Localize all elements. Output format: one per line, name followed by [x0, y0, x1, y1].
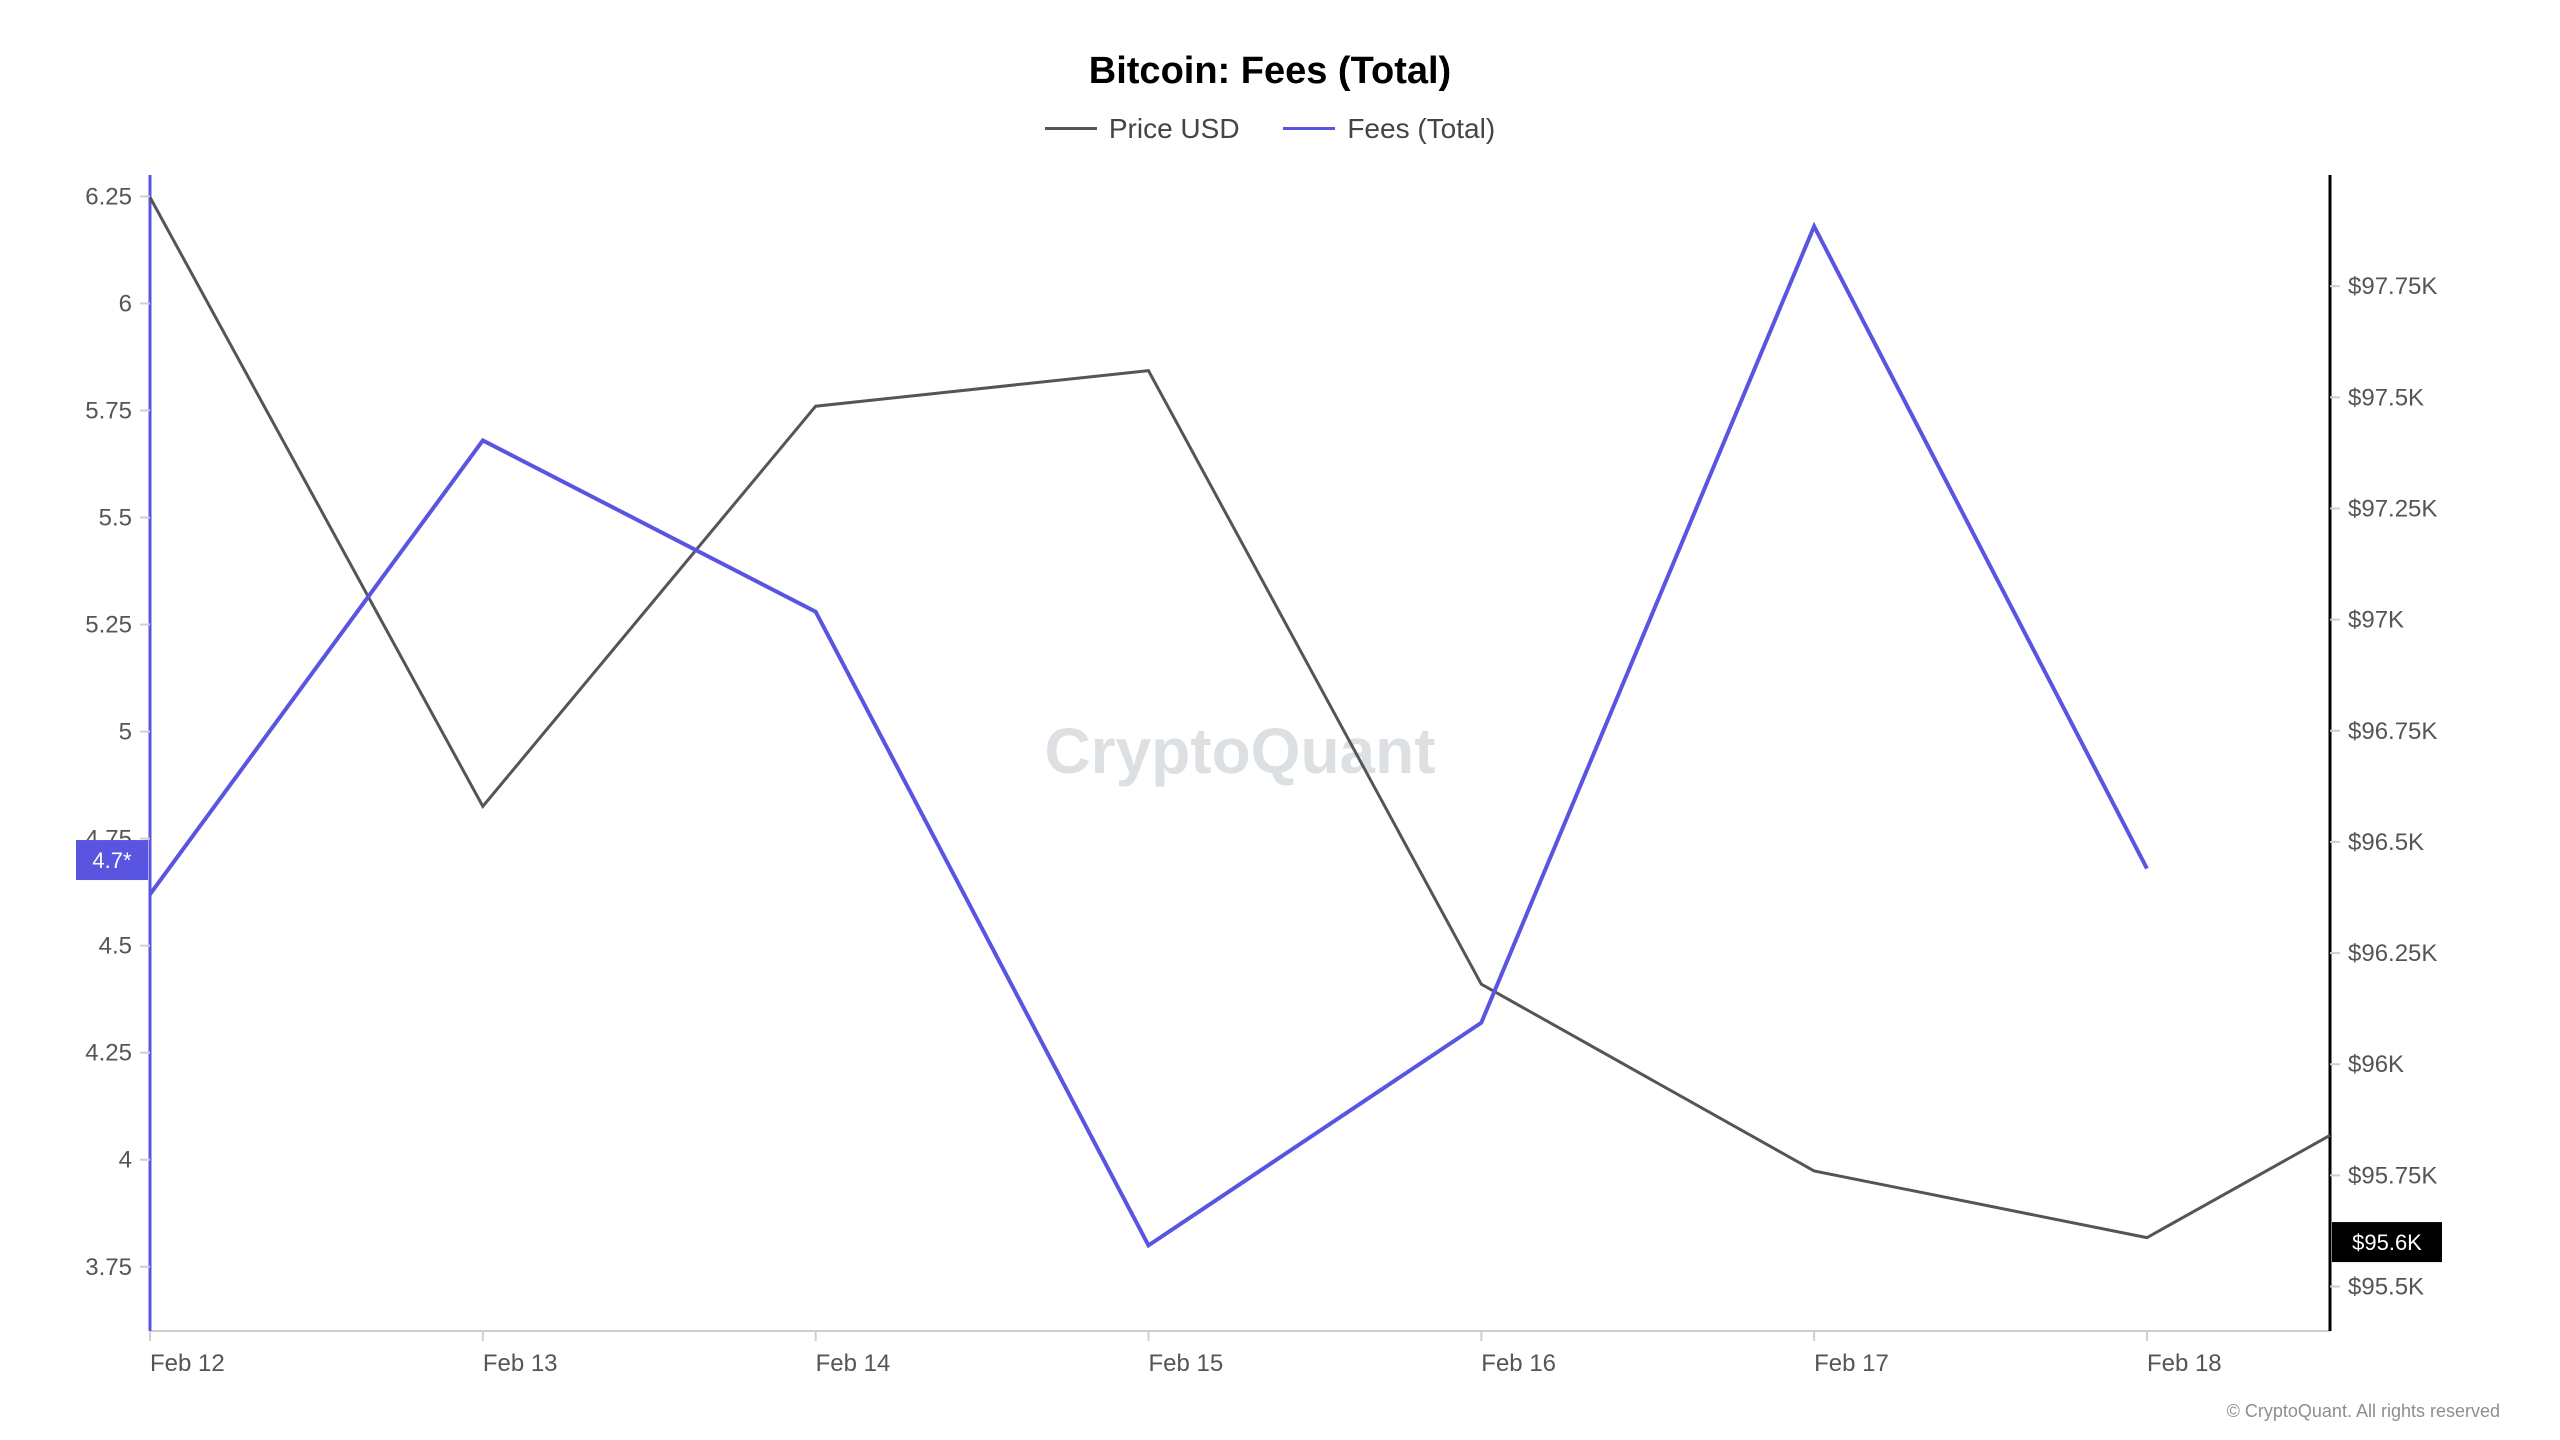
y-left-tick-label: 5.5	[99, 504, 132, 531]
chart-container: Bitcoin: Fees (Total) Price USD Fees (To…	[0, 0, 2560, 1440]
chart-svg: CryptoQuant Feb 12 Feb 13 Feb 14 Feb 15 Feb 1…	[40, 165, 2500, 1401]
y-right-tick-label: $97.25K	[2348, 495, 2437, 522]
chart-plot-area: CryptoQuant Feb 12 Feb 13 Feb 14 Feb 15 Feb 1…	[40, 165, 2500, 1401]
y-right-marker-label: $95.6K	[2352, 1230, 2422, 1255]
y-right-tick-label: $96K	[2348, 1051, 2404, 1078]
x-tick-label: Feb 14	[816, 1350, 891, 1377]
y-left-marker-label: 4.7*	[92, 848, 132, 873]
chart-title: Bitcoin: Fees (Total)	[40, 50, 2500, 93]
y-right-tick-label: $97K	[2348, 606, 2404, 633]
y-right-tick-label: $97.5K	[2348, 384, 2424, 411]
y-left-tick-label: 4.5	[99, 932, 132, 959]
legend-item-price: Price USD	[1045, 113, 1240, 145]
x-tick-label: Feb 18	[2147, 1350, 2222, 1377]
y-right-tick-label: $95.75K	[2348, 1162, 2437, 1189]
x-tick-label: Feb 12	[150, 1350, 225, 1377]
legend-label-fees: Fees (Total)	[1347, 113, 1495, 145]
y-left-tick-label: 6.25	[85, 183, 132, 210]
chart-legend: Price USD Fees (Total)	[40, 105, 2500, 145]
legend-label-price: Price USD	[1109, 113, 1240, 145]
y-left-tick-label: 5.25	[85, 611, 132, 638]
attribution-text: © CryptoQuant. All rights reserved	[2227, 1401, 2500, 1422]
legend-item-fees: Fees (Total)	[1283, 113, 1495, 145]
y-left-tick-label: 4.25	[85, 1039, 132, 1066]
legend-swatch-fees	[1283, 127, 1335, 130]
x-tick-label: Feb 13	[483, 1350, 558, 1377]
y-right-tick-label: $96.5K	[2348, 828, 2424, 855]
y-right-tick-label: $95.5K	[2348, 1273, 2424, 1300]
y-right-tick-label: $96.75K	[2348, 717, 2437, 744]
watermark-text: CryptoQuant	[1044, 715, 1435, 787]
legend-swatch-price	[1045, 127, 1097, 130]
y-left-tick-label: 6	[119, 290, 132, 317]
x-tick-label: Feb 16	[1481, 1350, 1556, 1377]
x-tick-label: Feb 17	[1814, 1350, 1889, 1377]
y-right-tick-label: $96.25K	[2348, 940, 2437, 967]
y-left-tick-label: 4	[119, 1146, 132, 1173]
x-tick-label: Feb 15	[1148, 1350, 1223, 1377]
y-right-tick-label: $97.75K	[2348, 273, 2437, 300]
y-left-tick-label: 5	[119, 718, 132, 745]
y-left-tick-label: 5.75	[85, 397, 132, 424]
y-left-tick-label: 3.75	[85, 1253, 132, 1280]
